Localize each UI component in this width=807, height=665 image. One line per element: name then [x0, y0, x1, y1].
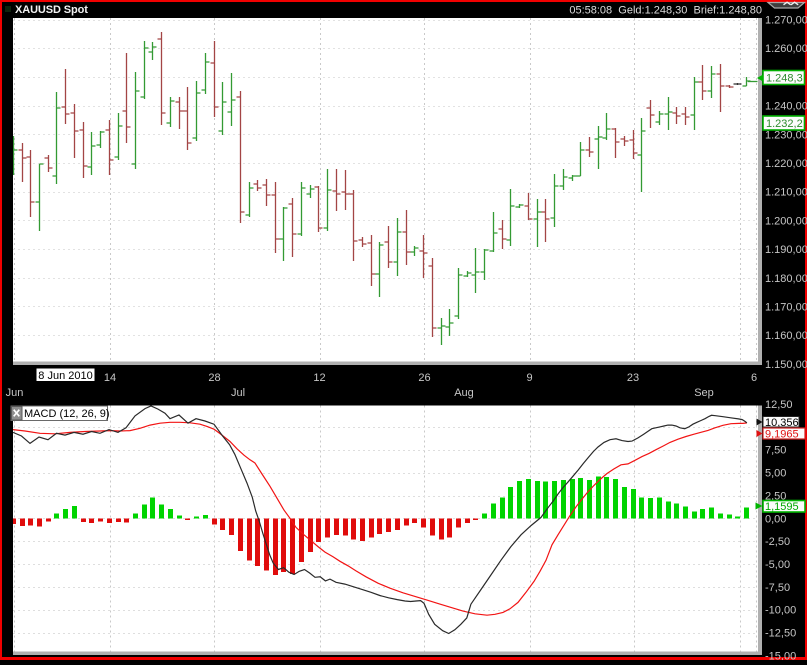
svg-text:1.260,00: 1.260,00	[765, 43, 807, 55]
svg-text:XAUUSD Spot: XAUUSD Spot	[15, 4, 88, 16]
svg-text:1.150,00: 1.150,00	[765, 359, 807, 371]
svg-text:-12,50: -12,50	[765, 628, 796, 640]
svg-text:28: 28	[208, 372, 220, 384]
svg-text:1.232,2: 1.232,2	[766, 118, 803, 130]
svg-text:MACD (12, 26, 9): MACD (12, 26, 9)	[24, 408, 110, 420]
svg-text:1.190,00: 1.190,00	[765, 244, 807, 256]
svg-text:10,356: 10,356	[765, 417, 799, 429]
svg-text:1.180,00: 1.180,00	[765, 273, 807, 285]
svg-text:1.248,3: 1.248,3	[766, 73, 803, 85]
svg-text:-5,00: -5,00	[765, 559, 790, 571]
svg-text:1,1595: 1,1595	[765, 501, 799, 513]
svg-text:Aug: Aug	[454, 387, 474, 399]
svg-text:Jun: Jun	[6, 387, 24, 399]
svg-text:1.230,00: 1.230,00	[765, 129, 807, 141]
svg-text:-15,00: -15,00	[765, 650, 796, 660]
svg-text:-10,00: -10,00	[765, 605, 796, 617]
svg-text:1.200,00: 1.200,00	[765, 215, 807, 227]
svg-text:2,50: 2,50	[765, 490, 786, 502]
svg-text:9: 9	[526, 372, 532, 384]
svg-text:1.220,00: 1.220,00	[765, 158, 807, 170]
svg-text:-7,50: -7,50	[765, 582, 790, 594]
svg-text:1.270,00: 1.270,00	[765, 15, 807, 27]
svg-text:26: 26	[418, 372, 430, 384]
svg-text:05:58:08 Geld:1.248,30 Brief: 05:58:08 Geld:1.248,30 Brief:1.248,80	[569, 5, 762, 17]
svg-text:1.210,00: 1.210,00	[765, 187, 807, 199]
svg-text:-2,50: -2,50	[765, 536, 790, 548]
svg-text:Jul: Jul	[231, 387, 245, 399]
svg-text:1.240,00: 1.240,00	[765, 101, 807, 113]
svg-text:12,50: 12,50	[765, 399, 793, 411]
svg-text:7,50: 7,50	[765, 445, 786, 457]
svg-text:12: 12	[313, 372, 325, 384]
svg-text:23: 23	[627, 372, 639, 384]
svg-text:8 Jun 2010: 8 Jun 2010	[38, 370, 92, 382]
svg-text:0,00: 0,00	[765, 513, 786, 525]
svg-text:Sep: Sep	[694, 387, 714, 399]
svg-text:6: 6	[751, 372, 757, 384]
svg-text:9,1965: 9,1965	[765, 429, 799, 441]
svg-text:5,00: 5,00	[765, 468, 786, 480]
svg-text:1.170,00: 1.170,00	[765, 302, 807, 314]
svg-text:14: 14	[104, 372, 116, 384]
svg-text:1.160,00: 1.160,00	[765, 330, 807, 342]
